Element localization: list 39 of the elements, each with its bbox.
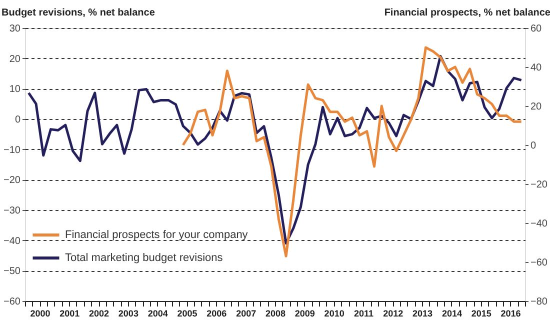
x-tick-label: 2002 <box>89 308 110 318</box>
legend-label: Total marketing budget revisions <box>65 252 224 264</box>
x-tick-label: 2015 <box>471 308 492 318</box>
x-tick-label: 2008 <box>265 308 286 318</box>
y-tick-label: 30 <box>9 24 21 34</box>
y-tick-label: 0 <box>14 114 21 126</box>
y-tick-label: −40 <box>4 236 21 247</box>
y-tick-label: −50 <box>4 266 21 278</box>
x-tick-label: 2013 <box>412 308 433 318</box>
x-tick-label: 2014 <box>442 308 462 318</box>
y2-tick-label: 20 <box>530 102 542 112</box>
x-tick-label: 2009 <box>294 308 315 318</box>
y2-tick-label: 40 <box>530 62 542 74</box>
y-tick-label: −60 <box>4 296 21 308</box>
x-tick-label: 2006 <box>206 308 227 318</box>
y-tick-label: −30 <box>4 206 21 216</box>
x-tick-label: 2011 <box>354 308 374 318</box>
y-tick-label: −20 <box>4 175 21 186</box>
y2-axis-title: Financial prospects, % net balance <box>384 8 550 18</box>
x-tick-label: 2012 <box>383 308 404 318</box>
y2-tick-label: −20 <box>530 180 548 190</box>
x-tick-label: 2010 <box>324 308 344 318</box>
x-tick-label: 2007 <box>236 308 256 318</box>
x-tick-label: 2005 <box>177 308 198 318</box>
y-tick-label: 10 <box>9 84 21 96</box>
y2-tick-label: −40 <box>530 218 548 230</box>
x-tick-label: 2016 <box>500 308 521 318</box>
legend-label: Financial prospects for your company <box>65 229 248 241</box>
y2-tick-label: 0 <box>530 140 536 152</box>
x-tick-label: 2003 <box>118 308 138 318</box>
y-tick-label: 20 <box>9 54 21 65</box>
y2-tick-label: −80 <box>530 296 548 308</box>
y2-tick-label: −60 <box>530 258 548 268</box>
y-tick-label: −10 <box>4 144 21 156</box>
x-tick-label: 2000 <box>30 308 50 318</box>
x-tick-label: 2001 <box>60 308 80 318</box>
y-axis-title: Budget revisions, % net balance <box>2 8 156 18</box>
y2-tick-label: 60 <box>530 24 542 34</box>
x-tick-label: 2004 <box>148 308 168 318</box>
